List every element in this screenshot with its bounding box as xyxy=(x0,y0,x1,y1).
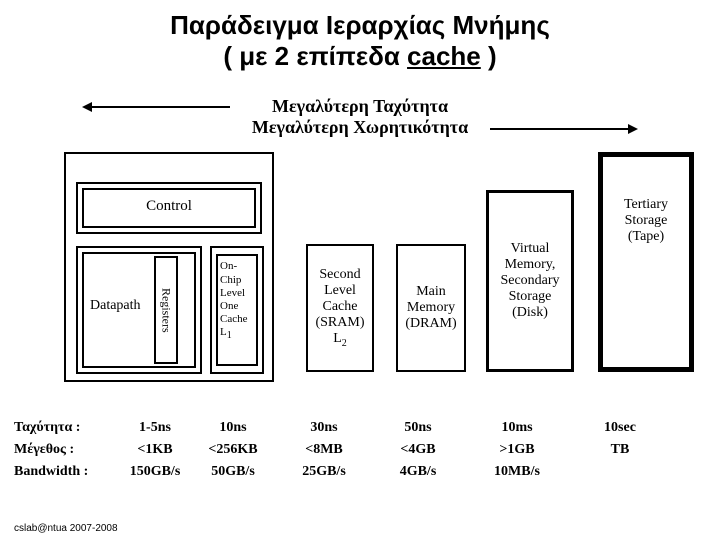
main-memory-box: Main Memory (DRAM) xyxy=(396,244,466,372)
cell: 50GB/s xyxy=(190,464,276,480)
cell: <1KB xyxy=(120,442,190,458)
arrow-right-icon xyxy=(490,128,630,130)
control-box: Control xyxy=(82,188,256,228)
tape-label: Tertiary Storage (Tape) xyxy=(606,197,686,245)
cell: 150GB/s xyxy=(120,464,190,480)
cell: 50ns xyxy=(372,420,464,436)
cell: 25GB/s xyxy=(276,464,372,480)
cell: 10ns xyxy=(190,420,276,436)
registers-box: Registers xyxy=(154,256,178,364)
slide-title: Παράδειγμα Ιεραρχίας Μνήμης ( με 2 επίπε… xyxy=(0,0,720,76)
row-size-label: Μέγεθος : xyxy=(14,442,120,458)
row-bandwidth-label: Bandwidth : xyxy=(14,464,120,480)
title-line2a: ( με 2 επίπεδα xyxy=(223,41,407,71)
cell: 30ns xyxy=(276,420,372,436)
footer-text: cslab@ntua 2007-2008 xyxy=(14,523,118,534)
virtual-memory-box: Virtual Memory, Secondary Storage (Disk) xyxy=(486,190,574,372)
row-speed-label: Ταχύτητα : xyxy=(14,420,120,436)
l1-sub: 1 xyxy=(227,331,232,342)
row-size: Μέγεθος : <1KB <256KB <8MB <4GB >1GB TB xyxy=(14,442,706,458)
title-line2b: cache xyxy=(407,41,481,71)
l2-box: Second Level Cache (SRAM) L2 xyxy=(306,244,374,372)
cell: TB xyxy=(570,442,670,458)
cell: 4GB/s xyxy=(372,464,464,480)
cell: <256KB xyxy=(190,442,276,458)
virtual-memory-label: Virtual Memory, Secondary Storage (Disk) xyxy=(492,241,568,321)
l1-box: On-Chip Level One Cache L1 xyxy=(216,254,258,366)
cell: <8MB xyxy=(276,442,372,458)
arrow-left-icon xyxy=(90,106,230,108)
cell: 10sec xyxy=(570,420,670,436)
row-speed: Ταχύτητα : 1-5ns 10ns 30ns 50ns 10ms 10s… xyxy=(14,420,706,436)
title-line2c: ) xyxy=(481,41,497,71)
cell: 10MB/s xyxy=(464,464,570,480)
tape-box: Tertiary Storage (Tape) xyxy=(598,152,694,372)
metrics-table: Ταχύτητα : 1-5ns 10ns 30ns 50ns 10ms 10s… xyxy=(14,420,706,480)
main-memory-label: Main Memory (DRAM) xyxy=(401,284,461,332)
cell: >1GB xyxy=(464,442,570,458)
datapath-box: Datapath xyxy=(82,252,196,368)
row-bandwidth: Bandwidth : 150GB/s 50GB/s 25GB/s 4GB/s … xyxy=(14,464,706,480)
l1-label: On-Chip Level One Cache L xyxy=(220,260,247,338)
hierarchy-diagram: Processor Control Datapath Registers On-… xyxy=(10,152,710,412)
cell: 1-5ns xyxy=(120,420,190,436)
l2-label: Second Level Cache (SRAM) L xyxy=(315,267,364,346)
speed-capacity-arrows: Μεγαλύτερη Ταχύτητα Μεγαλύτερη Χωρητικότ… xyxy=(0,96,720,138)
l2-sub: 2 xyxy=(342,338,347,349)
cell: <4GB xyxy=(372,442,464,458)
title-line1: Παράδειγμα Ιεραρχίας Μνήμης xyxy=(170,10,550,40)
cell: 10ms xyxy=(464,420,570,436)
